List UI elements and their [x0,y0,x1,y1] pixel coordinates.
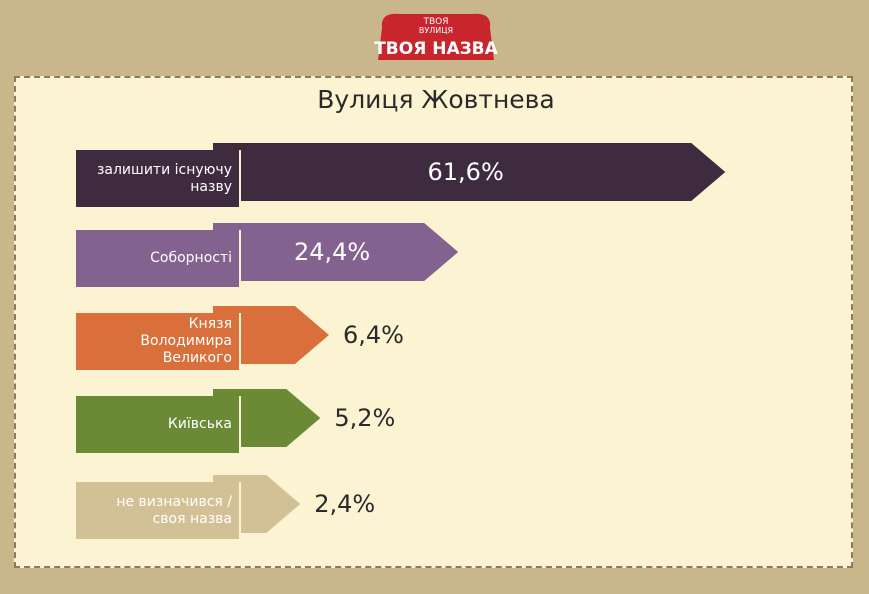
logo-badge [378,13,494,60]
chart-title: Вулиця Жовтнева [317,85,554,114]
category-label: Київська [167,416,232,432]
logo-top: ТВОЯ [422,17,448,27]
value-label: 24,4% [293,238,371,266]
bar [213,306,329,364]
value-label: 2,4% [314,490,376,518]
category-box [76,230,240,287]
category-label: Князя Володимира Великого [140,316,233,366]
category-label: Соборності [150,250,232,266]
category-label: залишити існуючу назву [96,161,232,195]
logo-middle: ВУЛИЦЯ [419,26,453,35]
category-box [76,482,240,539]
bar [213,143,726,201]
value-label: 6,4% [342,321,404,349]
value-label: 61,6% [427,158,504,186]
value-label: 5,2% [334,404,396,432]
category-box [76,150,240,207]
category-box [76,313,240,370]
logo-main: ТВОЯ НАЗВА [374,39,498,59]
category-box [76,396,240,453]
category-label: не визначився / своя назва [116,493,232,527]
bar [213,223,459,281]
